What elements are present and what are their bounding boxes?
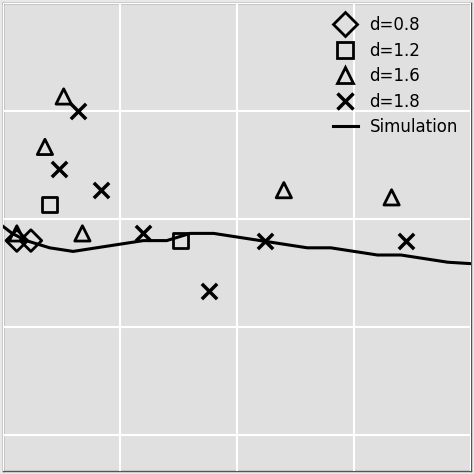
Point	[74, 107, 82, 115]
Point	[177, 237, 184, 245]
Point	[139, 229, 147, 237]
Point	[261, 237, 269, 245]
Legend: d=0.8, d=1.2, d=1.6, d=1.8, Simulation: d=0.8, d=1.2, d=1.6, d=1.8, Simulation	[328, 11, 463, 141]
Point	[41, 143, 49, 151]
Point	[60, 93, 67, 100]
Point	[46, 201, 54, 209]
Point	[13, 237, 21, 245]
Point	[79, 229, 86, 237]
Point	[97, 186, 105, 194]
Point	[55, 165, 63, 173]
Point	[402, 237, 410, 245]
Point	[388, 193, 395, 201]
Point	[205, 287, 213, 295]
Point	[27, 237, 35, 245]
Point	[280, 186, 288, 194]
Point	[13, 229, 21, 237]
